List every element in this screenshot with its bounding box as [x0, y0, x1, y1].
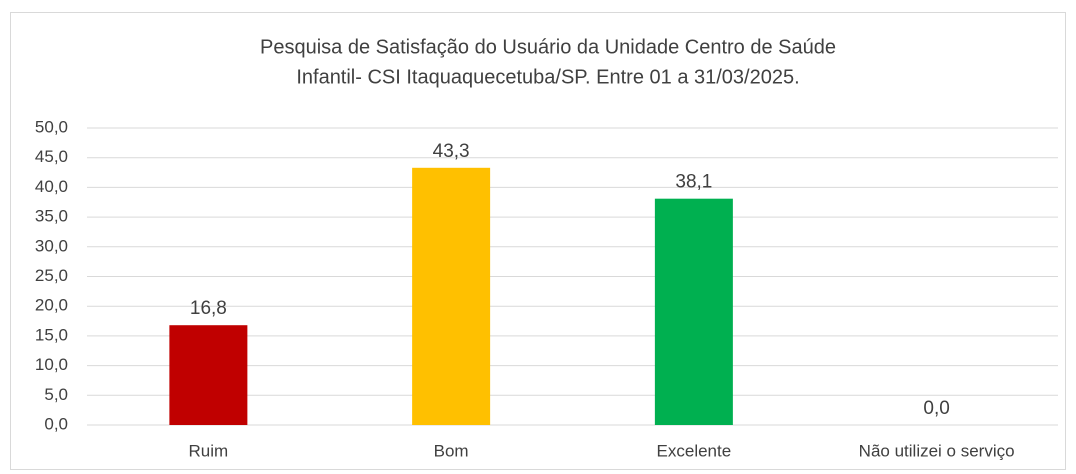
y-tick-label: 20,0	[35, 296, 68, 315]
y-tick-label: 25,0	[35, 266, 68, 285]
y-tick-label: 45,0	[35, 147, 68, 166]
y-tick-label: 5,0	[44, 385, 68, 404]
y-tick-label: 0,0	[44, 414, 68, 433]
bar	[654, 198, 733, 425]
x-tick-label: Excelente	[657, 441, 732, 460]
x-tick-label: Não utilizei o serviço	[859, 441, 1015, 460]
bar	[412, 167, 491, 425]
y-tick-label: 10,0	[35, 355, 68, 374]
y-tick-label: 15,0	[35, 325, 68, 344]
data-label: 43,3	[433, 141, 470, 162]
y-tick-label: 35,0	[35, 207, 68, 226]
data-label: 16,8	[190, 298, 227, 319]
y-tick-label: 40,0	[35, 177, 68, 196]
bar	[169, 325, 248, 425]
y-tick-label: 30,0	[35, 236, 68, 255]
data-label: 0,0	[923, 398, 949, 419]
chart-title: Pesquisa de Satisfação do Usuário da Uni…	[260, 36, 836, 58]
x-tick-label: Ruim	[189, 441, 229, 460]
chart-title: Infantil- CSI Itaquaquecetuba/SP. Entre …	[296, 66, 799, 88]
data-label: 38,1	[675, 172, 712, 193]
x-tick-label: Bom	[434, 441, 469, 460]
y-tick-label: 50,0	[35, 117, 68, 136]
